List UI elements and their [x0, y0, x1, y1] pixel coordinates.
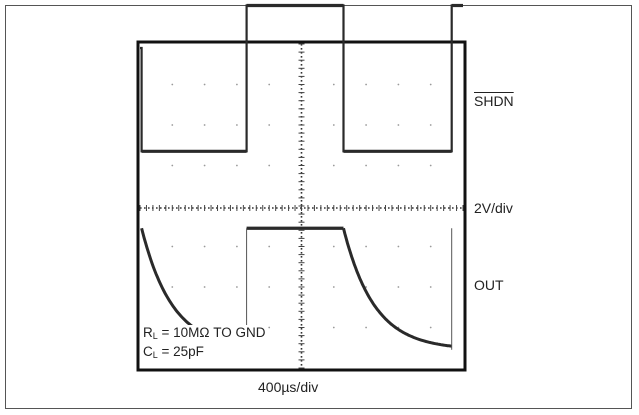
- grid-dot: [397, 164, 400, 167]
- load-capacitance-note: CL = 25pF: [143, 344, 204, 360]
- grid-dot: [429, 326, 432, 329]
- grid-dot: [268, 164, 271, 167]
- grid-dot: [365, 326, 367, 329]
- grid-dot: [365, 124, 367, 126]
- grid-dot: [236, 124, 238, 126]
- grid-dot: [429, 124, 432, 126]
- grid-dot: [365, 83, 367, 86]
- scale-label: 2V/div: [474, 200, 513, 216]
- grid-dot: [171, 83, 174, 86]
- out-decay-trace: [342, 227, 452, 348]
- grid-dot: [397, 245, 400, 248]
- grid-dot: [268, 83, 271, 86]
- grid-dot: [332, 124, 335, 126]
- grid-dot: [203, 124, 206, 126]
- grid-dot: [332, 286, 335, 288]
- grid-dot: [268, 245, 271, 248]
- grid-dot: [203, 286, 206, 288]
- load-resistance-note: RL = 10MΩ TO GND: [143, 325, 266, 341]
- grid-dot: [429, 245, 432, 248]
- scope-traces: [140, 3, 463, 350]
- shdn-label: SHDN: [474, 93, 514, 109]
- grid-dot: [397, 83, 400, 86]
- grid-dot: [171, 286, 174, 288]
- grid-dot: [429, 83, 432, 86]
- grid-dot: [332, 164, 335, 167]
- grid-dot: [171, 245, 174, 248]
- grid-dot: [268, 326, 271, 329]
- grid-dot: [429, 286, 432, 288]
- timebase-label: 400µs/div: [258, 379, 319, 395]
- test-conditions: RL = 10MΩ TO GND CL = 25pF: [141, 325, 268, 363]
- grid-dot: [397, 124, 400, 126]
- grid-dot: [268, 124, 271, 126]
- grid-dot: [171, 164, 174, 167]
- grid-dot: [332, 83, 335, 86]
- grid-dot: [236, 286, 238, 288]
- grid-dot: [203, 164, 206, 167]
- scope-grid: [139, 43, 464, 369]
- grid-dot: [236, 245, 238, 248]
- grid-dot: [203, 245, 206, 248]
- grid-dot: [332, 326, 335, 329]
- grid-dot: [429, 164, 432, 167]
- grid-dot: [332, 245, 335, 248]
- grid-dot: [236, 164, 238, 167]
- grid-dot: [268, 286, 271, 288]
- out-label: OUT: [474, 277, 504, 293]
- grid-dot: [365, 164, 367, 167]
- grid-dot: [365, 245, 367, 248]
- grid-dot: [397, 286, 400, 288]
- grid-dot: [236, 83, 238, 86]
- grid-dot: [171, 124, 174, 126]
- grid-dot: [203, 83, 206, 86]
